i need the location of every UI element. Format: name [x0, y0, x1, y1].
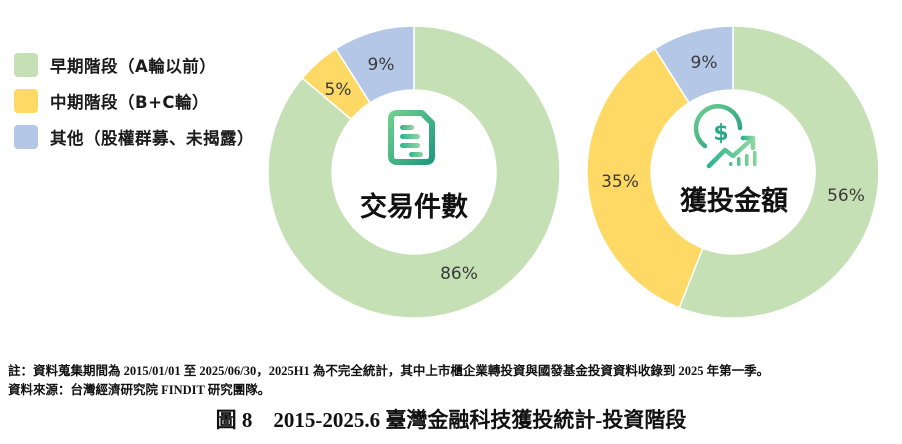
note-collection-period: 註：資料蒐集期間為 2015/01/01 至 2025/06/30，2025H1…	[8, 364, 770, 378]
donut-chart-investment-amount	[586, 25, 880, 319]
legend-swatch-green	[14, 53, 38, 77]
label-86-percent: 86%	[440, 264, 478, 284]
slice-mid-stage	[586, 47, 704, 309]
figure-caption: 圖 8 2015-2025.6 臺灣金融科技獲投統計-投資階段	[215, 408, 687, 432]
slice-early-stage	[267, 25, 561, 319]
legend-label: 其他（股權群募、未揭露）	[50, 129, 254, 148]
slice-other	[334, 25, 415, 104]
legend-swatch-yellow	[14, 89, 38, 113]
donut-charts: 86% 5% 9% 交易件數 56% 35% 9% $ 獲投金額	[267, 25, 880, 319]
label-5-percent: 5%	[325, 80, 352, 100]
label-56-percent: 56%	[827, 186, 865, 206]
label-9-percent: 9%	[691, 53, 718, 73]
slice-other	[653, 25, 734, 104]
svg-text:$: $	[713, 121, 728, 146]
note-source: 資料來源：台灣經濟研究院 FINDIT 研究團隊。	[8, 383, 271, 397]
donut-chart-deal-count	[267, 25, 561, 319]
label-9-percent: 9%	[368, 55, 395, 75]
dollar-growth-icon: $	[693, 104, 757, 169]
chart-notes: 註：資料蒐集期間為 2015/01/01 至 2025/06/30，2025H1…	[8, 362, 769, 400]
legend-item-mid-stage: 中期階段（B+C輪）	[14, 83, 254, 119]
center-title-deal-count: 交易件數	[360, 191, 468, 223]
label-35-percent: 35%	[601, 172, 639, 192]
legend-swatch-blue	[14, 125, 38, 149]
center-title-investment-amount: 獲投金額	[680, 185, 788, 217]
legend-label: 中期階段（B+C輪）	[50, 93, 210, 112]
legend-item-other: 其他（股權群募、未揭露）	[14, 119, 254, 155]
slice-early-stage	[678, 25, 880, 319]
chart-legend: 早期階段（A輪以前） 中期階段（B+C輪） 其他（股權群募、未揭露）	[14, 47, 254, 155]
legend-label: 早期階段（A輪以前）	[50, 57, 217, 76]
document-icon	[388, 110, 435, 165]
legend-item-early-stage: 早期階段（A輪以前）	[14, 47, 254, 83]
